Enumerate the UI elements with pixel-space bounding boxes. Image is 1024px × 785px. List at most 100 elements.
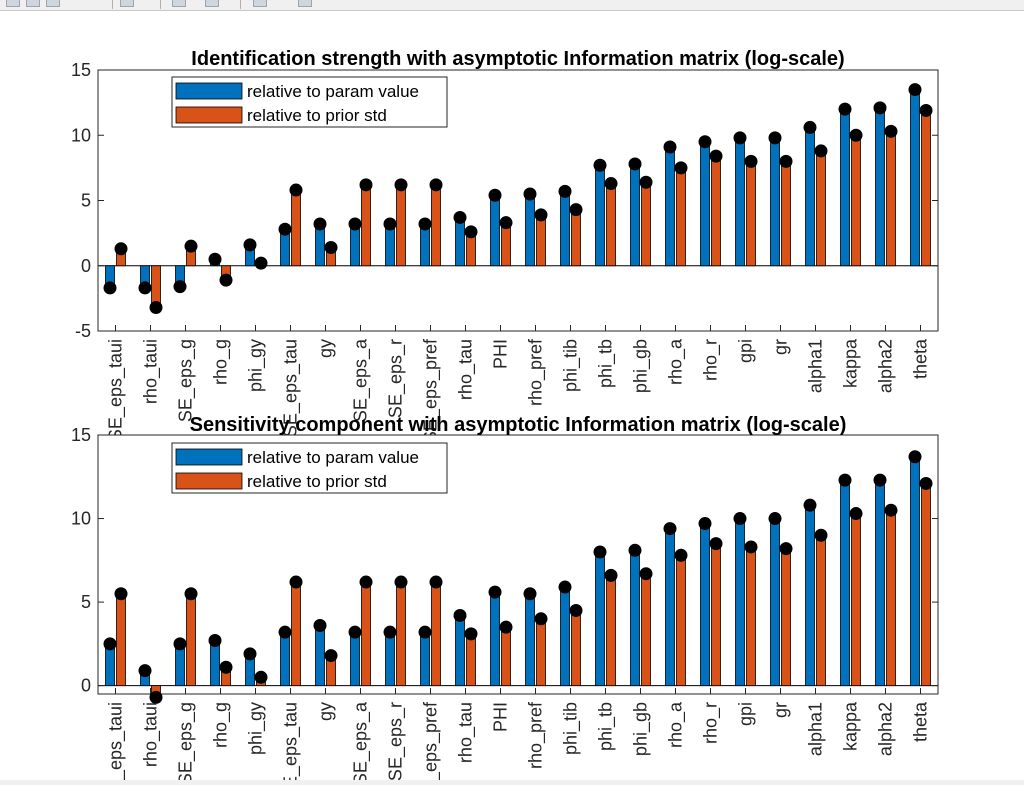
marker-relative-to-param-value <box>593 158 607 172</box>
marker-relative-to-param-value <box>383 217 397 231</box>
bar-relative-to-prior-std <box>291 581 301 687</box>
bar-relative-to-param-value <box>630 163 640 267</box>
zoom-out-icon[interactable] <box>26 0 40 7</box>
bar-relative-to-param-value <box>350 631 360 687</box>
bar-relative-to-prior-std <box>431 184 441 267</box>
x-category-label: theta <box>911 701 931 742</box>
marker-relative-to-prior-std <box>429 575 443 589</box>
legend-label: relative to prior std <box>247 472 387 491</box>
x-category-label: phi_tib <box>561 702 582 755</box>
marker-relative-to-prior-std <box>604 177 618 191</box>
marker-relative-to-param-value <box>873 101 887 115</box>
bar-relative-to-param-value <box>630 549 640 687</box>
marker-relative-to-param-value <box>418 217 432 231</box>
bar-relative-to-param-value <box>210 640 220 687</box>
bar-relative-to-param-value <box>735 518 745 687</box>
marker-relative-to-prior-std <box>289 575 303 589</box>
pan-icon[interactable] <box>46 0 60 7</box>
bar-relative-to-param-value <box>455 615 465 687</box>
x-category-label: phi_tib <box>561 339 582 392</box>
y-tick-label: 15 <box>71 60 91 80</box>
y-tick-label: 0 <box>81 676 91 696</box>
toolbar-separator <box>240 0 241 9</box>
y-tick-label: -5 <box>75 321 91 341</box>
marker-relative-to-param-value <box>663 140 677 154</box>
line-icon[interactable] <box>298 0 312 7</box>
marker-relative-to-param-value <box>663 522 677 536</box>
x-category-label: PHI <box>491 702 511 732</box>
marker-relative-to-param-value <box>103 281 117 295</box>
bar-relative-to-prior-std <box>886 130 896 267</box>
bar-relative-to-param-value <box>735 137 745 267</box>
x-category-label: theta <box>911 338 931 379</box>
bar-relative-to-prior-std <box>606 574 616 687</box>
marker-relative-to-param-value <box>733 131 747 145</box>
marker-relative-to-prior-std <box>779 154 793 168</box>
arrow-icon[interactable] <box>253 0 267 7</box>
data-cursor-icon[interactable] <box>120 0 134 7</box>
marker-relative-to-param-value <box>313 618 327 632</box>
y-tick-label: 5 <box>81 592 91 612</box>
marker-relative-to-prior-std <box>744 540 758 554</box>
marker-relative-to-prior-std <box>499 216 513 230</box>
marker-relative-to-param-value <box>558 580 572 594</box>
x-category-label: SE_eps_g <box>176 702 197 780</box>
marker-relative-to-prior-std <box>639 567 653 581</box>
brush-icon[interactable] <box>172 0 186 7</box>
x-category-label: alpha1 <box>806 702 826 756</box>
marker-relative-to-param-value <box>383 625 397 639</box>
bar-relative-to-prior-std <box>816 150 826 267</box>
marker-relative-to-param-value <box>488 188 502 202</box>
marker-relative-to-prior-std <box>919 476 933 490</box>
marker-relative-to-prior-std <box>394 575 408 589</box>
zoom-in-icon[interactable] <box>6 0 20 7</box>
x-category-label: alpha1 <box>806 339 826 393</box>
marker-relative-to-prior-std <box>219 660 233 674</box>
toolbar-separator <box>112 0 113 9</box>
marker-relative-to-param-value <box>173 637 187 651</box>
marker-relative-to-prior-std <box>569 603 583 617</box>
x-category-label: kappa <box>841 701 861 751</box>
bar-relative-to-param-value <box>665 528 675 687</box>
marker-relative-to-prior-std <box>569 203 583 217</box>
bar-relative-to-prior-std <box>851 513 861 687</box>
chart-title: Sensitivity component with asymptotic In… <box>190 414 847 436</box>
bar-relative-to-prior-std <box>641 573 651 687</box>
x-category-label: SE_eps_a <box>351 701 372 780</box>
x-category-label: SE_eps_taui <box>106 702 127 780</box>
bar-relative-to-prior-std <box>711 543 721 687</box>
marker-relative-to-prior-std <box>254 256 268 270</box>
insert-legend-icon[interactable] <box>205 0 219 7</box>
marker-relative-to-param-value <box>278 625 292 639</box>
marker-relative-to-param-value <box>558 184 572 198</box>
bar-relative-to-prior-std <box>781 548 791 687</box>
marker-relative-to-param-value <box>838 473 852 487</box>
x-category-label: gpi <box>736 702 756 726</box>
marker-relative-to-param-value <box>348 217 362 231</box>
marker-relative-to-prior-std <box>429 178 443 192</box>
marker-relative-to-prior-std <box>744 154 758 168</box>
marker-relative-to-param-value <box>453 210 467 224</box>
bar-relative-to-param-value <box>280 631 290 687</box>
bar-relative-to-param-value <box>805 127 815 267</box>
bar-relative-to-prior-std <box>746 160 756 267</box>
x-category-label: SE_eps_g <box>176 339 197 422</box>
marker-relative-to-param-value <box>418 625 432 639</box>
marker-relative-to-prior-std <box>114 587 128 601</box>
x-category-label: alpha2 <box>876 339 896 393</box>
x-category-label: gr <box>771 339 791 355</box>
marker-relative-to-prior-std <box>499 620 513 634</box>
x-category-label: phi_gy <box>246 339 267 392</box>
marker-relative-to-param-value <box>768 512 782 526</box>
marker-relative-to-prior-std <box>604 568 618 582</box>
marker-relative-to-param-value <box>208 634 222 648</box>
marker-relative-to-prior-std <box>709 149 723 163</box>
y-tick-label: 5 <box>81 191 91 211</box>
bar-relative-to-prior-std <box>781 160 791 267</box>
x-category-label: SE_eps_tau <box>281 339 302 437</box>
bar-relative-to-prior-std <box>501 626 511 687</box>
bar-relative-to-prior-std <box>536 618 546 687</box>
figure-toolbar <box>0 0 1024 11</box>
bar-relative-to-prior-std <box>186 593 196 687</box>
x-category-label: alpha2 <box>876 702 896 756</box>
